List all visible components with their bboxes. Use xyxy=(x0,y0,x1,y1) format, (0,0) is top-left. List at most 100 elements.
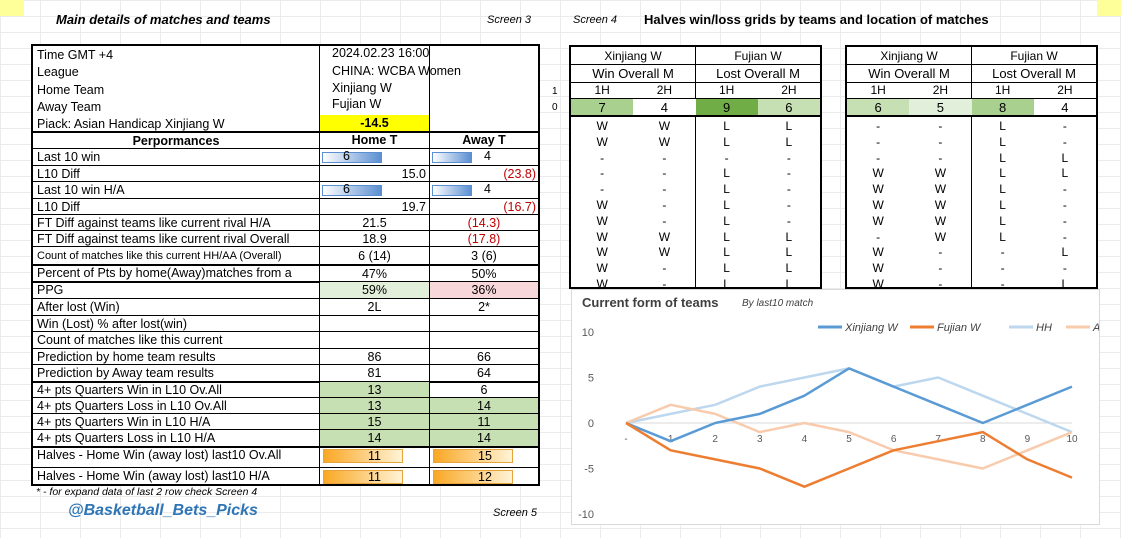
legend-label: Xinjiang W xyxy=(844,322,899,334)
home-green-fill xyxy=(320,382,429,398)
grid-count: 8 xyxy=(999,100,1007,115)
grid-result-cell: W xyxy=(596,229,608,244)
perf-away-value: 4 xyxy=(484,149,491,163)
grid-result-cell: L xyxy=(1061,166,1069,181)
grid-result-cell: L xyxy=(999,229,1006,244)
grid-result-cell: - xyxy=(938,277,943,291)
home-team-value: Xinjiang W xyxy=(332,81,392,95)
x-tick-label: 10 xyxy=(1066,434,1078,445)
grid-result-cell: L xyxy=(999,166,1006,181)
perf-away-value: 36% xyxy=(471,283,497,297)
y-tick-label: -10 xyxy=(578,509,594,521)
grid-result-cell: L xyxy=(723,261,730,276)
grid-result-cell: - xyxy=(1062,261,1067,276)
grid-sub2: Lost Overall M xyxy=(992,66,1076,81)
perf-away-value: 15 xyxy=(478,449,492,463)
home-halves-bar xyxy=(323,470,403,484)
ppg-home-fill xyxy=(320,282,429,299)
perf-label: Halves - Home Win (away lost) last10 Ov.… xyxy=(37,448,282,462)
perf-label: 4+ pts Quarters Win in L10 Ov.All xyxy=(37,383,222,397)
row-divider xyxy=(33,298,538,299)
piack-value: -14.5 xyxy=(320,115,429,131)
perf-label: FT Diff against teams like current rival… xyxy=(37,232,290,246)
grid-result-cell: - xyxy=(662,261,667,276)
grid-team2: Fujian W xyxy=(1010,49,1058,63)
halves-grid-right: Xinjiang W Fujian W Win Overall M Lost Over… xyxy=(845,45,1098,291)
grid-result-cell: L xyxy=(785,229,793,244)
grid-result-cell: L xyxy=(999,134,1006,149)
perf-label: L10 Diff xyxy=(37,200,80,214)
row-divider xyxy=(33,397,538,398)
home-halves-bar xyxy=(323,449,403,463)
grid-result-cell: L xyxy=(723,119,730,133)
grid-divider xyxy=(847,98,1096,99)
grid-result-cell: - xyxy=(662,182,667,197)
grid-count: 6 xyxy=(874,100,882,115)
grid-sub2: Lost Overall M xyxy=(716,66,800,81)
perf-home-value: 15.0 xyxy=(401,167,426,181)
grid-half-label: 1H xyxy=(994,83,1011,97)
grid-count-fill xyxy=(847,99,910,115)
footnote: * - for expand data of last 2 row check … xyxy=(36,486,258,498)
grid-result-cell: W xyxy=(934,182,947,197)
grid-result-cell: - xyxy=(1000,245,1005,260)
grid-result-cell: - xyxy=(938,119,943,133)
grid-half-label: 2H xyxy=(1057,83,1073,97)
grid-result-cell: - xyxy=(600,150,605,165)
away-win-bar xyxy=(432,152,472,163)
row-divider xyxy=(33,364,538,365)
grid-result-cell: W xyxy=(596,198,608,212)
grid-divider xyxy=(847,64,1096,65)
perf-away-value: 12 xyxy=(478,470,492,484)
grid-count-fill xyxy=(909,99,972,115)
perf-label: Percent of Pts by home(Away)matches from… xyxy=(37,266,292,280)
grid-divider xyxy=(847,82,1096,83)
league-label: League xyxy=(37,65,79,79)
grid-result-cell: - xyxy=(1062,229,1067,244)
grid-count-fill xyxy=(633,99,696,115)
grid-result-cell: - xyxy=(662,166,667,181)
grid-half-label: 2H xyxy=(656,83,673,97)
home-team-label: Home Team xyxy=(37,83,105,97)
grid-result-cell: L xyxy=(785,261,793,276)
grid-half-label: 1H xyxy=(718,83,735,97)
grid-result-cell: W xyxy=(596,261,608,276)
perf-home-value: 47% xyxy=(361,267,388,281)
grid-result-cell: L xyxy=(785,277,793,291)
grid-result-cell: - xyxy=(786,182,791,197)
perf-home-value: 15 xyxy=(367,415,382,429)
legend-label: AA xyxy=(1092,322,1099,334)
grid-sub1: Win Overall M xyxy=(868,66,950,81)
grid-result-cell: - xyxy=(1062,213,1067,228)
row-divider xyxy=(33,181,538,182)
perf-away-value: (23.8) xyxy=(503,167,536,181)
perf-label: Last 10 win H/A xyxy=(37,183,125,197)
row-marker-0: 0 xyxy=(552,102,558,113)
x-tick-label: 3 xyxy=(757,434,763,445)
grid-team1: Xinjiang W xyxy=(604,49,662,63)
main-details-table: Time GMT +4 2024.02.23 16:00 League CHIN… xyxy=(31,44,540,486)
grid-half-label: 2H xyxy=(781,83,797,97)
grid-result-cell: - xyxy=(600,182,605,197)
series-line-xinjiang-w xyxy=(625,367,1073,443)
chart-plot: 10 5 0 -5 -10 - 1 2 3 4 5 6 7 8 9 10 Xinjiang W Fujian W H… xyxy=(578,322,1099,521)
grid-count: 6 xyxy=(785,100,793,115)
grid-half-label: 1H xyxy=(870,83,886,97)
grid-result-cell: - xyxy=(876,229,881,244)
row-divider xyxy=(33,315,538,316)
grid-result-cell: W xyxy=(658,119,671,133)
perf-label: Count of matches like this current xyxy=(37,333,223,347)
grid-divider xyxy=(571,98,820,99)
grid-result-cell: L xyxy=(785,134,793,149)
grid-result-cell: L xyxy=(999,198,1006,212)
divider xyxy=(33,131,538,133)
grid-result-cell: L xyxy=(723,245,730,260)
grid-result-cell: L xyxy=(785,119,793,133)
away-team-value: Fujian W xyxy=(332,97,382,111)
perf-header-away: Away T xyxy=(462,133,506,147)
row-divider xyxy=(33,467,538,468)
x-tick-label: 2 xyxy=(712,434,718,445)
perf-label: Count of matches like this current HH/AA… xyxy=(37,250,282,262)
row-divider xyxy=(33,214,538,215)
perf-label: PPG xyxy=(37,283,64,297)
